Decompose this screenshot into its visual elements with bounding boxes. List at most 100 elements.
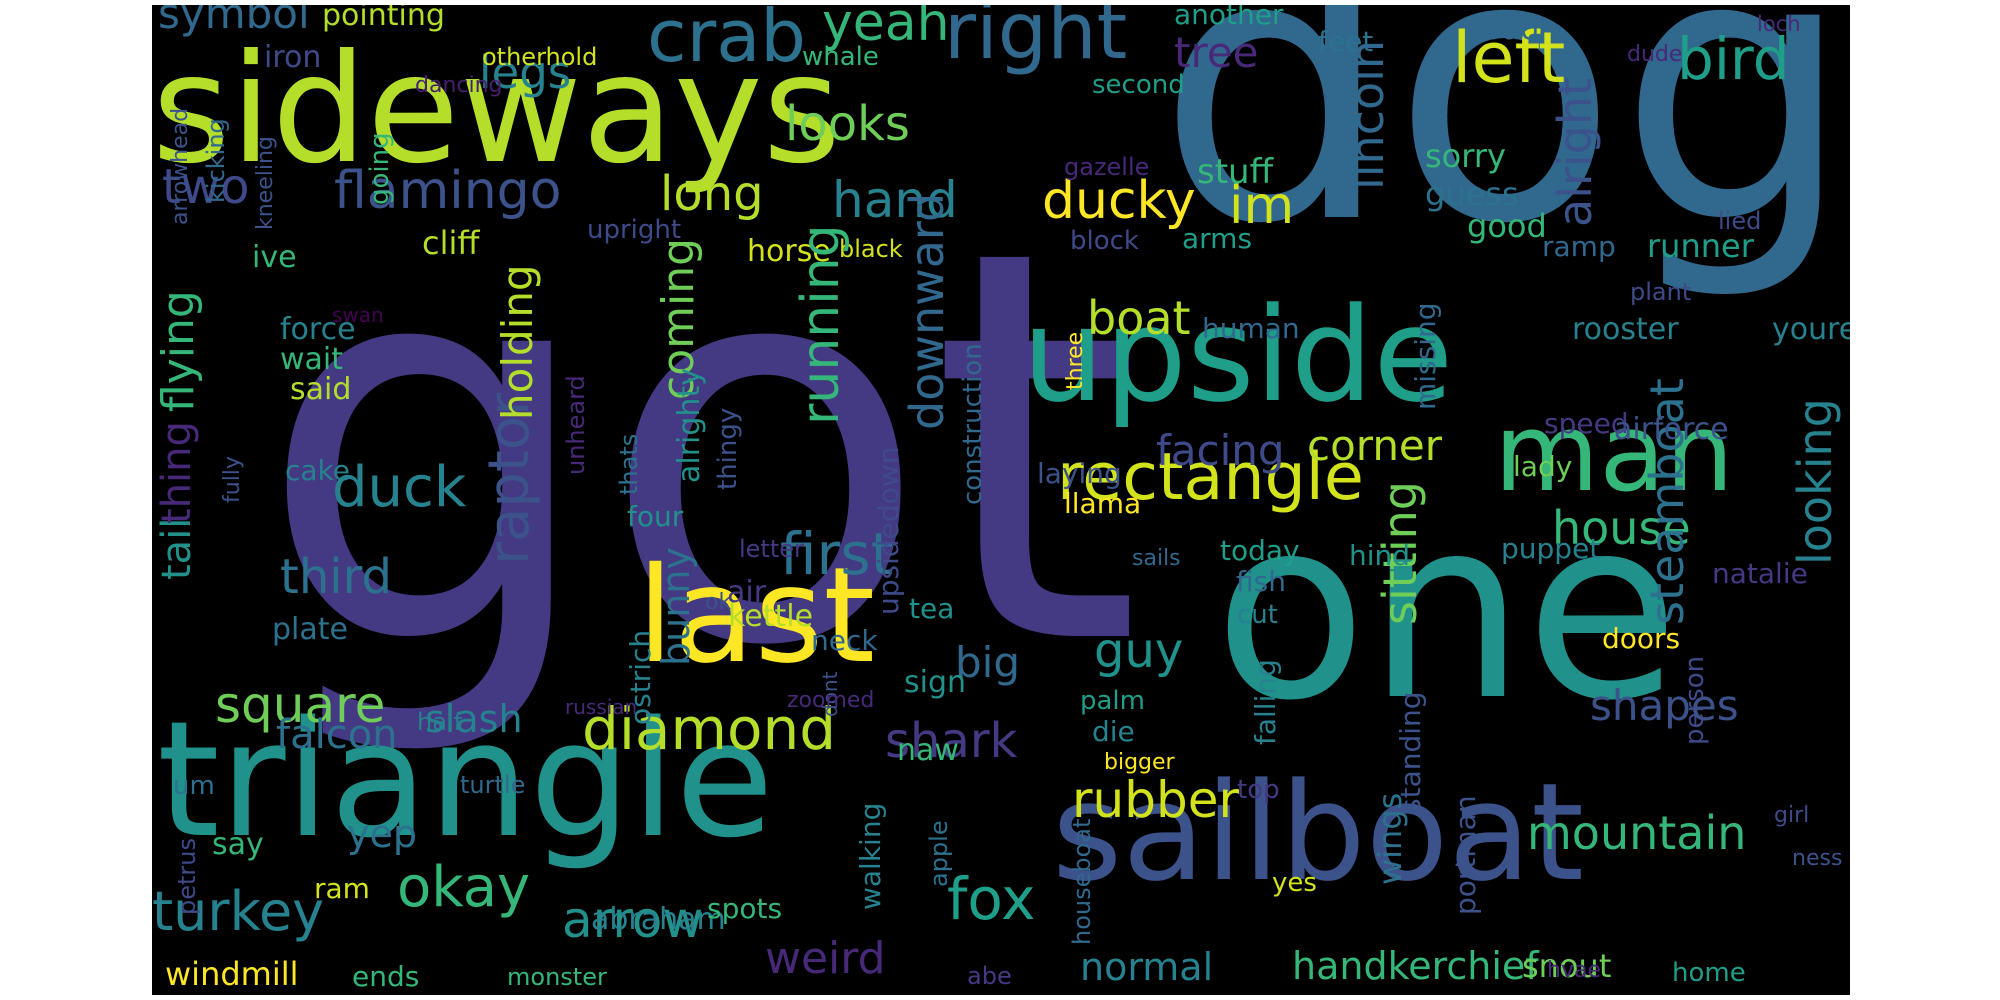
word-snout: snout (1522, 947, 1612, 985)
word-sailboat: sailboat (1052, 754, 1585, 911)
word-natalie: natalie (1712, 557, 1808, 590)
word-plant: plant (1630, 278, 1692, 306)
word-otherhold: otherhold (482, 43, 598, 71)
word-crab: crab (647, 5, 807, 78)
word-plate: plate (272, 612, 348, 647)
word-turkey: turkey (152, 880, 325, 943)
word-one: one (1214, 464, 1680, 755)
word-youre: youre (1772, 312, 1850, 347)
word-doors: doors (1602, 622, 1681, 655)
word-home: home (1672, 958, 1746, 988)
word-airforce: airforce (1614, 412, 1729, 447)
word-standing: standing (1394, 691, 1427, 813)
word-missing: missing (1409, 302, 1442, 410)
word-rectangle: rectangle (1057, 440, 1364, 515)
word-um: um (173, 771, 215, 801)
word-shark: shark (885, 713, 1018, 769)
word-triangle: triangle (157, 686, 774, 873)
word-die: die (1092, 715, 1135, 748)
word-person: person (1680, 655, 1710, 745)
word-legs: legs (479, 46, 572, 99)
word-gazelle: gazelle (1064, 153, 1150, 181)
word-today: today (1220, 534, 1300, 567)
word-last: last (637, 539, 876, 693)
word-houseboat: houseboat (1068, 818, 1096, 945)
word-ends: ends (352, 960, 420, 993)
word-duck: duck (332, 455, 467, 520)
word-normal: normal (1080, 945, 1214, 989)
word-okay: okay (397, 855, 531, 920)
word-hvae: hvae (1547, 958, 1601, 983)
word-looking: looking (1788, 398, 1842, 565)
word-monster: monster (507, 963, 607, 991)
word-speed: speed (1544, 407, 1629, 440)
word-stuff: stuff (1197, 152, 1274, 192)
word-lady: lady (1513, 450, 1573, 483)
word-laying: laying (1037, 457, 1122, 490)
word-black: black (839, 235, 903, 263)
word-long: long (660, 166, 764, 222)
word-falcon: falcon (276, 712, 398, 758)
word-big: big (955, 638, 1020, 687)
word-tree: tree (1174, 28, 1259, 77)
word-yep: yep (347, 812, 417, 856)
word-palm: palm (1080, 686, 1145, 716)
word-kneeling: kneeling (253, 136, 278, 230)
word-naw: naw (897, 733, 959, 768)
word-fish: fish (1236, 565, 1286, 598)
word-feet: feet (1318, 25, 1374, 58)
word-walking: walking (854, 802, 887, 910)
word-two: two (162, 159, 250, 215)
word-thingy: thingy (713, 407, 743, 490)
word-house: house (1552, 501, 1691, 555)
word-mountain: mountain (1527, 806, 1747, 860)
word-kicking: kicking (202, 118, 230, 203)
word-diamond: diamond (582, 695, 837, 763)
word-cut: cut (1237, 600, 1278, 630)
word-holding: holding (493, 264, 542, 420)
word-corner: corner (1307, 421, 1443, 470)
word-left: left (1452, 17, 1566, 99)
word-upsidedown: upsidedown (872, 446, 905, 615)
word-llama: llama (1064, 487, 1142, 520)
word-shapes: shapes (1590, 681, 1739, 730)
word-man: man (1494, 391, 1734, 516)
word-going: going (365, 132, 395, 205)
word-sails: sails (1132, 546, 1181, 571)
word-guess: guess (1425, 175, 1519, 213)
word-swan: swan (332, 303, 384, 327)
word-letter: letter (739, 535, 804, 563)
word-weird: weird (765, 933, 886, 984)
word-upside: upside (1022, 279, 1454, 431)
word-turtle: turtle (460, 771, 526, 799)
word-fox: fox (947, 865, 1036, 933)
word-pointing: pointing (322, 5, 445, 33)
word-bunny: bunny (654, 547, 698, 666)
word-flying: flying (153, 290, 204, 412)
word-road: road (1472, 12, 1540, 47)
word-tail: tail (154, 517, 200, 580)
word-arrow: arrow (562, 891, 704, 949)
word-ducky: ducky (1042, 171, 1196, 231)
word-upright: upright (587, 215, 682, 245)
word-portman: portman (1449, 795, 1482, 915)
word-ok: ok (705, 590, 732, 615)
word-sign: sign (904, 665, 967, 700)
word-guy: guy (1094, 623, 1184, 679)
word-fully: fully (220, 456, 245, 503)
word-dog: dog (1157, 5, 1850, 305)
word-arms: arms (1182, 222, 1253, 255)
word-symbol: symbol (158, 5, 310, 38)
word-top: top (1237, 775, 1280, 805)
word-zoomed: zoomed (787, 688, 875, 713)
word-iron: iron (264, 40, 322, 75)
word-girl: girl (1774, 803, 1810, 828)
word-cake: cake (285, 454, 350, 487)
word-hind: hind (1349, 539, 1411, 572)
word-third: third (280, 549, 392, 605)
word-abe: abe (967, 962, 1012, 990)
word-square: square (215, 676, 386, 734)
word-spots: spots (707, 892, 783, 925)
word-apple: apple (925, 820, 953, 887)
word-lied: lied (1718, 207, 1762, 235)
